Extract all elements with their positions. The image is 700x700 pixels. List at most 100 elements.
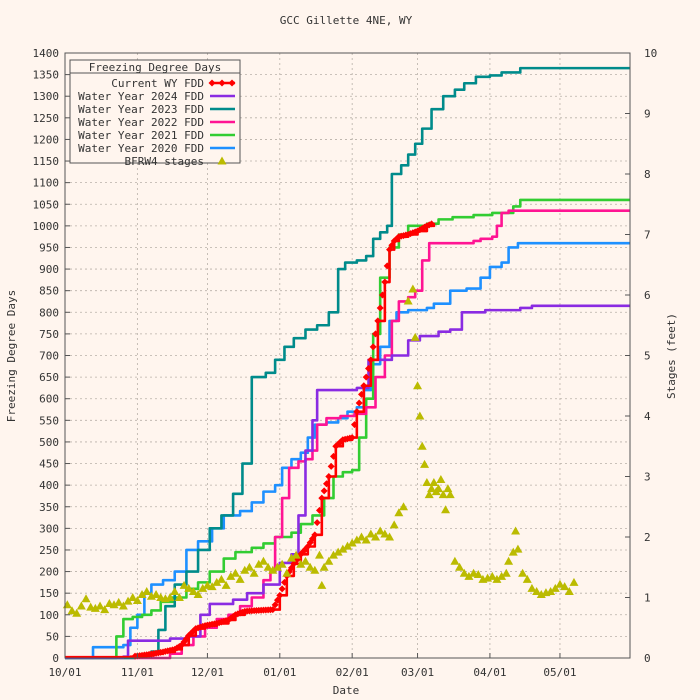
stage-point-19	[151, 589, 161, 598]
y2-tick-label-9: 9	[644, 108, 651, 121]
legend-label-current-wy-fdd: Current WY FDD	[111, 77, 204, 90]
chart-title: GCC Gillette 4NE, WY	[280, 14, 413, 27]
stage-point-57	[324, 556, 334, 565]
stage-point-24	[174, 593, 184, 601]
x-tick-label-2: 12/01	[191, 666, 224, 679]
y2-tick-label-7: 7	[644, 229, 651, 242]
stage-point-40	[249, 568, 259, 577]
stage-point-29	[198, 583, 208, 592]
y-tick-label-26: 1300	[33, 90, 60, 103]
current-fdd-point-106	[379, 291, 387, 299]
stage-point-80	[420, 459, 430, 468]
series-water-year-2023-fdd	[65, 66, 630, 660]
x-tick-label-0: 10/01	[48, 666, 81, 679]
stage-point-37	[235, 574, 245, 583]
current-fdd-point-104	[374, 317, 382, 325]
stage-point-62	[347, 538, 357, 547]
legend-marker-2	[228, 79, 236, 87]
legend-label-water-year-2021-fdd: Water Year 2021 FDD	[78, 129, 204, 142]
stage-point-76	[410, 332, 420, 341]
stage-point-101	[492, 574, 502, 583]
y-tick-label-16: 800	[39, 306, 59, 319]
current-fdd-point-100	[365, 364, 373, 372]
y2-tick-label-8: 8	[644, 168, 651, 181]
x-tick-label-3: 01/01	[263, 666, 296, 679]
stage-point-68	[375, 526, 385, 535]
y-tick-label-5: 250	[39, 544, 59, 557]
stage-point-12	[118, 601, 128, 610]
stage-point-107	[513, 544, 523, 553]
stage-point-25	[179, 580, 189, 589]
series-line-water-year-2023-fdd	[65, 66, 630, 660]
stage-point-63	[352, 535, 362, 544]
stage-point-78	[415, 411, 425, 420]
x-axis-label: Date	[333, 684, 360, 697]
legend-entry-bfrw4-stages: BFRW4 stages	[125, 155, 227, 168]
stage-point-55	[317, 580, 327, 589]
y-tick-label-23: 1150	[33, 155, 60, 168]
current-fdd-point-59	[269, 606, 277, 614]
stage-point-34	[221, 580, 231, 589]
y-tick-label-3: 150	[39, 587, 59, 600]
y-tick-label-11: 550	[39, 414, 59, 427]
series-layer	[62, 66, 630, 660]
stage-point-75	[408, 284, 418, 293]
stage-point-89	[441, 505, 451, 514]
y-tick-label-10: 500	[39, 436, 59, 449]
y-tick-label-15: 750	[39, 328, 59, 341]
legend-title: Freezing Degree Days	[89, 61, 221, 74]
x-tick-label-4: 02/01	[336, 666, 369, 679]
stage-point-11	[114, 597, 124, 606]
current-fdd-point-98	[360, 382, 368, 390]
stage-point-94	[459, 568, 469, 577]
stage-point-47	[282, 568, 292, 577]
stage-point-13	[123, 596, 133, 605]
stage-point-50	[296, 559, 306, 568]
current-fdd-point-80	[318, 494, 326, 502]
stage-point-60	[338, 544, 348, 553]
stage-point-110	[527, 583, 537, 592]
current-fdd-point-83	[325, 473, 333, 480]
legend-marker-0	[208, 79, 216, 87]
stage-point-108	[518, 568, 528, 577]
stage-point-1	[67, 606, 77, 615]
legend-entry-water-year-2020-fdd: Water Year 2020 FDD	[78, 142, 235, 155]
y2-tick-label-0: 0	[644, 652, 651, 665]
current-fdd-point-81	[320, 487, 328, 495]
stage-point-109	[522, 574, 532, 583]
x-axis-ticks: 10/01 11/01 12/01 01/01 02/01 03/01 04/01 05/01	[48, 653, 577, 679]
stage-point-17	[142, 586, 152, 595]
stage-point-44	[268, 565, 278, 574]
y-tick-label-8: 400	[39, 479, 59, 492]
stage-point-70	[385, 532, 395, 541]
stage-point-82	[424, 490, 434, 499]
series-line-water-year-2024-fdd	[65, 304, 630, 659]
legend-swatch-bfrw4-stages	[217, 156, 227, 165]
y-tick-label-17: 850	[39, 285, 59, 298]
series-line-water-year-2020-fdd	[65, 241, 630, 660]
stage-point-58	[328, 550, 338, 559]
stage-point-61	[343, 541, 352, 550]
stage-point-3	[76, 601, 86, 610]
current-fdd-point-79	[315, 506, 323, 514]
stage-point-35	[226, 571, 236, 580]
stage-point-54	[314, 550, 324, 559]
stage-point-115	[550, 583, 560, 592]
x-tick-label-7: 05/01	[543, 666, 576, 679]
stage-point-39	[244, 562, 254, 571]
current-fdd-point-84	[327, 462, 335, 470]
y-tick-label-9: 450	[39, 458, 59, 471]
stage-point-104	[504, 556, 514, 565]
legend: Freezing Degree Days Current WY FDD Water…	[69, 59, 241, 168]
stage-point-93	[455, 562, 465, 571]
y-tick-label-24: 1200	[33, 133, 60, 146]
stage-point-88	[438, 490, 448, 499]
y-tick-label-0: 0	[52, 652, 59, 665]
stage-point-119	[569, 577, 579, 586]
stage-point-23	[170, 586, 180, 595]
y2-tick-label-3: 3	[644, 471, 651, 484]
stage-point-84	[429, 478, 439, 487]
y-tick-label-14: 700	[39, 350, 59, 363]
stage-point-79	[417, 441, 427, 450]
